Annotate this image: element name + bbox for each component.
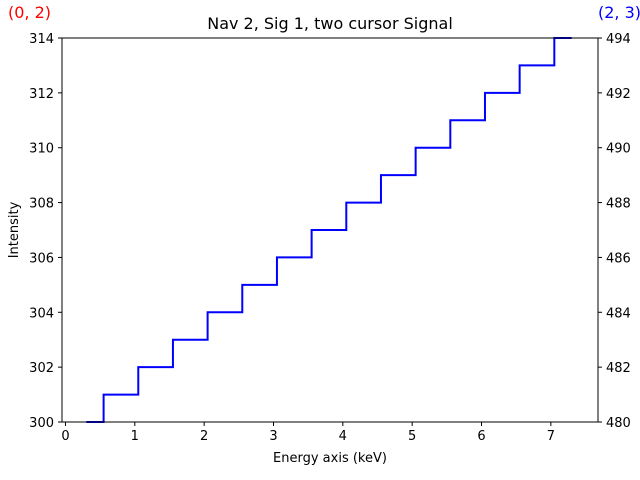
x-tick-label: 1 — [131, 429, 139, 444]
y-tick-label: 306 — [29, 251, 54, 266]
y2-tick-label: 492 — [606, 87, 631, 102]
axes-frame — [61, 37, 599, 423]
y-tick-label: 310 — [29, 142, 54, 157]
y2-tick-label: 488 — [606, 197, 631, 212]
x-tick-label: 0 — [61, 429, 69, 444]
x-tick-label: 5 — [408, 429, 416, 444]
y-tick-label: 312 — [29, 87, 54, 102]
x-tick-label: 4 — [339, 429, 347, 444]
x-axis-label: Energy axis (keV) — [273, 451, 387, 466]
plot-area: 0 1 2 3 4 5 6 7 300 302 304 306 308 310 312 314 480 482 48… — [29, 32, 631, 444]
y-tick-label: 308 — [29, 197, 54, 212]
y2-tick-label: 486 — [606, 251, 631, 266]
y2-tick-label: 482 — [606, 361, 631, 376]
y2-tick-label: 484 — [606, 306, 631, 321]
y-tick-label: 300 — [29, 416, 54, 431]
y-tick-label: 304 — [29, 306, 54, 321]
y-tick-label: 314 — [29, 32, 54, 47]
x-tick-label: 6 — [477, 429, 485, 444]
corner-label-left: (0, 2) — [8, 3, 51, 22]
y2-tick-label: 480 — [606, 416, 631, 431]
y2-tick-label: 490 — [606, 142, 631, 157]
x-tick-label: 2 — [200, 429, 208, 444]
x-tick-label: 7 — [547, 429, 555, 444]
y-tick-label: 302 — [29, 361, 54, 376]
chart-title: Nav 2, Sig 1, two cursor Signal — [207, 14, 453, 33]
corner-label-right: (2, 3) — [598, 3, 640, 22]
y2-tick-label: 494 — [606, 32, 631, 47]
y-axis-label: Intensity — [7, 201, 22, 258]
series-line-0 — [86, 37, 572, 423]
x-tick-label: 3 — [269, 429, 277, 444]
